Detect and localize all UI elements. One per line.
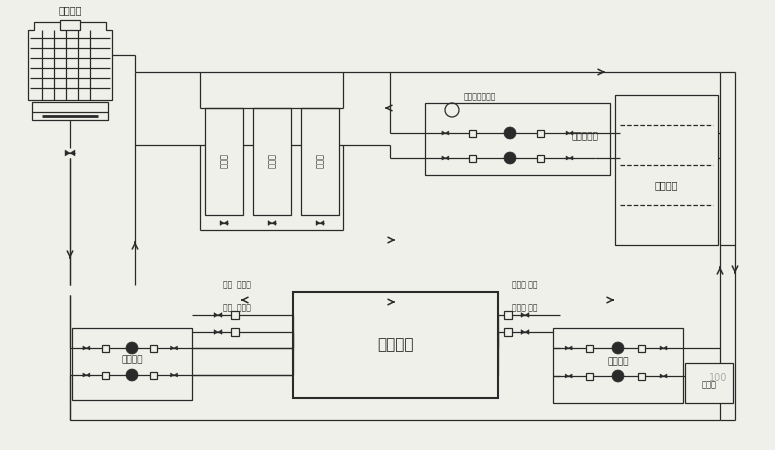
Circle shape — [126, 342, 138, 354]
Bar — [504, 328, 512, 336]
Bar — [638, 345, 645, 351]
Circle shape — [504, 152, 516, 164]
Circle shape — [126, 369, 138, 381]
Bar — [205, 108, 243, 215]
Polygon shape — [525, 313, 529, 317]
Bar — [301, 108, 339, 215]
Polygon shape — [565, 374, 569, 378]
Polygon shape — [442, 131, 446, 135]
Polygon shape — [663, 346, 667, 350]
Bar — [638, 373, 645, 379]
Bar — [425, 103, 610, 175]
Text: 生产线: 生产线 — [315, 153, 325, 168]
Bar — [586, 345, 593, 351]
Polygon shape — [218, 313, 222, 317]
Bar — [615, 95, 718, 245]
Bar — [150, 372, 157, 378]
Polygon shape — [565, 346, 569, 350]
Bar — [231, 328, 239, 336]
Polygon shape — [521, 313, 525, 317]
Bar — [469, 154, 476, 162]
Polygon shape — [663, 374, 667, 378]
Text: 过滤器: 过滤器 — [701, 381, 717, 390]
Bar — [102, 372, 109, 378]
Polygon shape — [525, 329, 529, 334]
Text: 蝠阀  软接头: 蝠阀 软接头 — [223, 303, 251, 312]
Polygon shape — [214, 313, 218, 317]
Polygon shape — [569, 346, 572, 350]
Circle shape — [612, 342, 624, 354]
Polygon shape — [220, 220, 224, 225]
Text: 冷却水泵: 冷却水泵 — [121, 356, 143, 364]
Polygon shape — [268, 220, 272, 225]
Text: 储冷水箱: 储冷水箱 — [654, 180, 678, 190]
Bar — [537, 154, 544, 162]
Bar — [102, 345, 109, 351]
Bar — [553, 328, 683, 403]
Bar — [231, 311, 239, 319]
Polygon shape — [446, 131, 449, 135]
Text: 冷冻机组: 冷冻机组 — [377, 338, 413, 352]
Polygon shape — [272, 220, 276, 225]
Text: 压力表、温度计: 压力表、温度计 — [463, 93, 496, 102]
Polygon shape — [566, 131, 570, 135]
Text: 软接头 蝠阀: 软接头 蝠阀 — [512, 280, 538, 289]
Bar — [586, 373, 593, 379]
Polygon shape — [70, 150, 75, 156]
Bar — [253, 108, 291, 215]
Text: 100: 100 — [709, 373, 727, 383]
Polygon shape — [174, 373, 177, 377]
Bar — [293, 292, 498, 398]
Bar — [685, 363, 733, 403]
Polygon shape — [83, 373, 86, 377]
Polygon shape — [224, 220, 228, 225]
Polygon shape — [86, 346, 90, 350]
Polygon shape — [446, 156, 449, 160]
Bar — [537, 130, 544, 136]
Polygon shape — [569, 374, 572, 378]
Bar — [72, 328, 192, 400]
Text: 蝠阀  软接头: 蝠阀 软接头 — [223, 280, 251, 289]
Polygon shape — [570, 156, 573, 160]
Polygon shape — [570, 131, 573, 135]
Polygon shape — [214, 329, 218, 334]
Polygon shape — [170, 373, 174, 377]
Polygon shape — [170, 346, 174, 350]
Text: 软接头 蝠阀: 软接头 蝠阀 — [512, 303, 538, 312]
Polygon shape — [660, 346, 663, 350]
Text: 生产线: 生产线 — [219, 153, 229, 168]
Bar — [60, 20, 80, 30]
Polygon shape — [83, 346, 86, 350]
Polygon shape — [566, 156, 570, 160]
Polygon shape — [65, 150, 70, 156]
Text: 冷却水塔: 冷却水塔 — [58, 5, 81, 15]
Polygon shape — [218, 329, 222, 334]
Polygon shape — [320, 220, 324, 225]
Bar — [504, 311, 512, 319]
Polygon shape — [660, 374, 663, 378]
Bar — [469, 130, 476, 136]
Bar — [150, 345, 157, 351]
Polygon shape — [316, 220, 320, 225]
Polygon shape — [442, 156, 446, 160]
Circle shape — [612, 370, 624, 382]
Polygon shape — [521, 329, 525, 334]
Text: 压力输送泵: 压力输送泵 — [572, 132, 598, 141]
Text: 冷山水箱: 冷山水箱 — [608, 357, 629, 366]
Text: 生产线: 生产线 — [267, 153, 277, 168]
Polygon shape — [174, 346, 177, 350]
Bar — [32, 102, 108, 120]
Polygon shape — [86, 373, 90, 377]
Circle shape — [504, 127, 516, 139]
